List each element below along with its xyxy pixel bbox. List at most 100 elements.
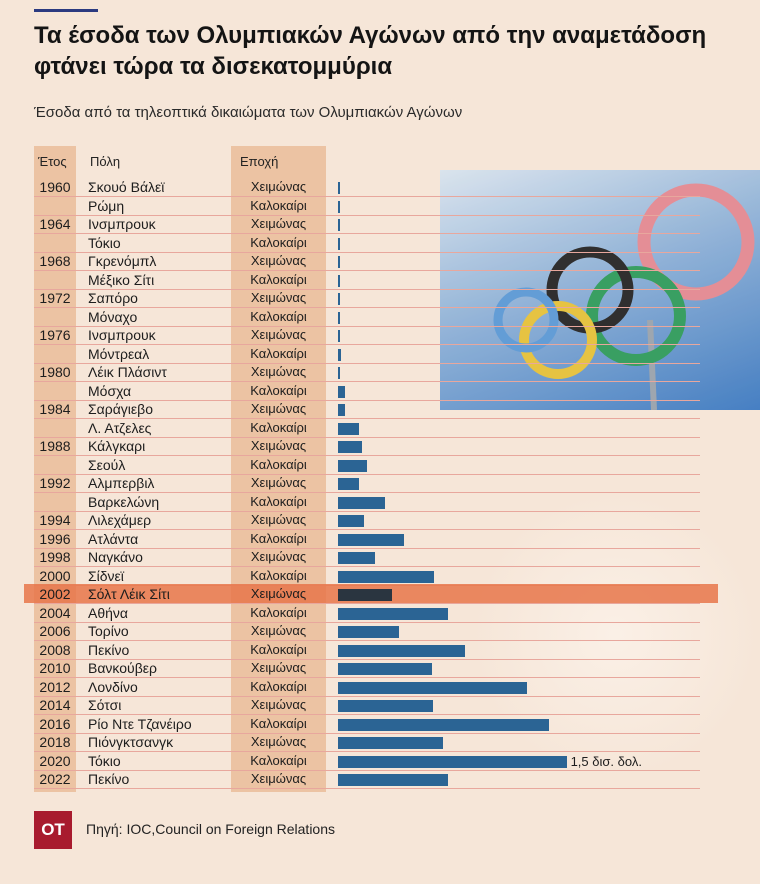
row-season: Χειμώνας xyxy=(250,327,307,342)
row-divider xyxy=(34,714,700,715)
row-year: 2018 xyxy=(39,734,71,750)
row-divider xyxy=(34,603,700,604)
row-divider xyxy=(34,547,700,549)
top-accent-rule xyxy=(34,9,98,12)
row-year: 2006 xyxy=(39,623,71,639)
row-divider xyxy=(34,473,700,475)
row-season: Καλοκαίρι xyxy=(250,197,307,213)
row-city: Σότσι xyxy=(88,697,122,713)
olympic-rings-photo xyxy=(440,170,760,411)
revenue-bar xyxy=(338,478,360,490)
row-season: Καλοκαίρι xyxy=(250,234,307,250)
row-city: Πιόνγκτσανγκ xyxy=(88,734,174,750)
row-city: Αλμπερβιλ xyxy=(88,475,155,491)
row-city: Πεκίνο xyxy=(88,641,130,658)
revenue-bar xyxy=(338,570,434,583)
source-note: Πηγή: IOC,Council on Foreign Relations xyxy=(86,821,336,837)
row-year: 1996 xyxy=(39,530,71,547)
row-divider xyxy=(34,769,700,771)
row-season: Χειμώνας xyxy=(250,697,307,712)
row-city: Μόντρεαλ xyxy=(88,345,150,362)
row-season: Καλοκαίρι xyxy=(250,604,307,620)
row-season: Χειμώνας xyxy=(250,290,307,305)
revenue-bar xyxy=(338,274,340,287)
revenue-bar xyxy=(338,311,340,324)
revenue-bar xyxy=(338,737,444,749)
row-city: Πεκίνο xyxy=(88,771,130,787)
row-year: 2014 xyxy=(39,697,71,713)
revenue-bar xyxy=(338,496,386,509)
row-divider xyxy=(34,251,700,253)
row-city: Σκουό Βάλεϊ xyxy=(88,179,165,195)
row-divider xyxy=(34,270,700,271)
season-column-band xyxy=(231,146,326,792)
row-divider xyxy=(34,732,700,734)
row-divider xyxy=(34,788,700,789)
row-year: 1972 xyxy=(39,290,71,306)
revenue-bar xyxy=(338,200,340,213)
row-city: Τόκιο xyxy=(88,752,121,769)
revenue-bar xyxy=(338,681,527,694)
row-city: Γκρενόμπλ xyxy=(88,253,157,269)
row-season: Χειμώνας xyxy=(250,253,307,268)
row-season: Χειμώνας xyxy=(250,549,307,564)
revenue-bar xyxy=(338,626,399,638)
revenue-bar xyxy=(338,237,340,250)
row-divider xyxy=(34,455,700,456)
row-divider xyxy=(34,640,700,641)
row-year: 1976 xyxy=(39,327,71,343)
row-year: 2008 xyxy=(39,641,71,658)
row-season: Χειμώνας xyxy=(250,586,307,601)
row-divider xyxy=(34,751,700,752)
revenue-bar xyxy=(338,533,405,546)
row-year: 1988 xyxy=(39,438,71,454)
row-divider xyxy=(34,510,700,512)
row-city: Σόλτ Λέικ Σίτι xyxy=(88,586,170,602)
row-divider xyxy=(34,214,700,216)
ot-logo: OT xyxy=(34,811,72,849)
row-city: Σαράγιεβο xyxy=(88,401,153,417)
row-year: 2012 xyxy=(39,678,71,695)
revenue-bar xyxy=(338,422,360,435)
row-city: Τορίνο xyxy=(88,623,129,639)
revenue-bar xyxy=(338,700,433,712)
row-city: Λιλεχάμερ xyxy=(88,512,152,528)
row-divider xyxy=(34,196,700,197)
row-city: Ρώμη xyxy=(88,197,125,214)
row-city: Μόναχο xyxy=(88,308,138,325)
row-divider xyxy=(34,658,700,660)
row-divider xyxy=(34,529,700,530)
row-city: Αθήνα xyxy=(88,604,129,621)
header-year: Έτος xyxy=(38,154,67,169)
row-year: 2002 xyxy=(39,586,71,602)
row-year: 1964 xyxy=(39,216,71,232)
row-year: 1994 xyxy=(39,512,71,528)
revenue-bar xyxy=(338,718,549,731)
row-season: Καλοκαίρι xyxy=(250,641,307,657)
revenue-bar xyxy=(338,385,345,398)
row-season: Χειμώνας xyxy=(250,364,307,379)
row-year: 1984 xyxy=(39,401,71,417)
revenue-bar xyxy=(338,607,449,620)
revenue-bar xyxy=(338,256,340,268)
row-divider xyxy=(34,362,700,364)
row-year: 1998 xyxy=(39,549,71,565)
row-season: Καλοκαίρι xyxy=(250,382,307,398)
revenue-bar xyxy=(338,182,340,194)
row-city: Ναγκάνο xyxy=(88,549,143,565)
row-season: Καλοκαίρι xyxy=(250,678,307,694)
row-divider xyxy=(34,418,700,419)
row-year: 1980 xyxy=(39,364,71,380)
row-season: Καλοκαίρι xyxy=(250,530,307,546)
row-year: 1992 xyxy=(39,475,71,491)
revenue-bar xyxy=(338,441,362,453)
revenue-bar xyxy=(338,404,346,416)
row-city: Λέικ Πλάσιντ xyxy=(88,364,167,380)
row-season: Καλοκαίρι xyxy=(250,567,307,583)
header-city: Πόλη xyxy=(90,154,121,169)
row-divider xyxy=(34,381,700,382)
row-season: Χειμώνας xyxy=(250,623,307,638)
row-year: 2016 xyxy=(39,715,71,732)
row-city: Μέξικο Σίτι xyxy=(88,271,155,288)
background-glow xyxy=(470,490,760,780)
